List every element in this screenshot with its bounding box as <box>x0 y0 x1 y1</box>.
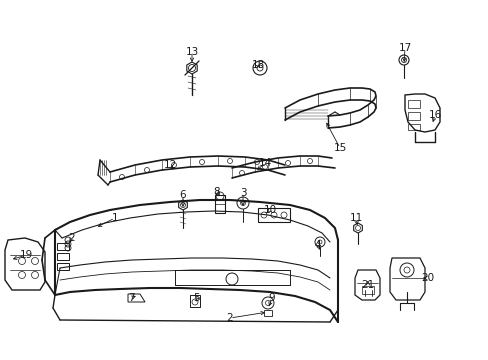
Bar <box>407 124 419 130</box>
Text: 10: 10 <box>263 205 276 215</box>
Text: 9: 9 <box>268 293 275 303</box>
Text: 2: 2 <box>68 233 75 243</box>
Text: 11: 11 <box>348 213 362 223</box>
Text: 13: 13 <box>185 47 198 57</box>
Text: 1: 1 <box>111 213 118 223</box>
Text: 3: 3 <box>239 188 246 198</box>
Text: 14: 14 <box>258 158 271 168</box>
Text: 5: 5 <box>192 293 199 303</box>
Text: 4: 4 <box>314 240 321 250</box>
Text: 7: 7 <box>127 293 134 303</box>
Text: 21: 21 <box>361 280 374 290</box>
Bar <box>264 310 271 316</box>
Bar <box>361 286 373 294</box>
Bar <box>258 208 289 222</box>
Text: 20: 20 <box>421 273 434 283</box>
Bar <box>57 263 69 270</box>
Bar <box>190 295 200 307</box>
Text: 15: 15 <box>333 143 346 153</box>
Text: 2: 2 <box>226 313 233 323</box>
Text: 18: 18 <box>251 60 264 70</box>
Text: 16: 16 <box>427 110 441 120</box>
Bar <box>57 253 69 260</box>
Bar <box>407 100 419 108</box>
Text: 12: 12 <box>163 160 176 170</box>
Text: 6: 6 <box>179 190 186 200</box>
Text: 8: 8 <box>213 187 220 197</box>
Bar <box>57 243 69 250</box>
Text: 17: 17 <box>398 43 411 53</box>
Text: 19: 19 <box>20 250 33 260</box>
Bar <box>407 112 419 120</box>
Bar <box>215 195 224 213</box>
